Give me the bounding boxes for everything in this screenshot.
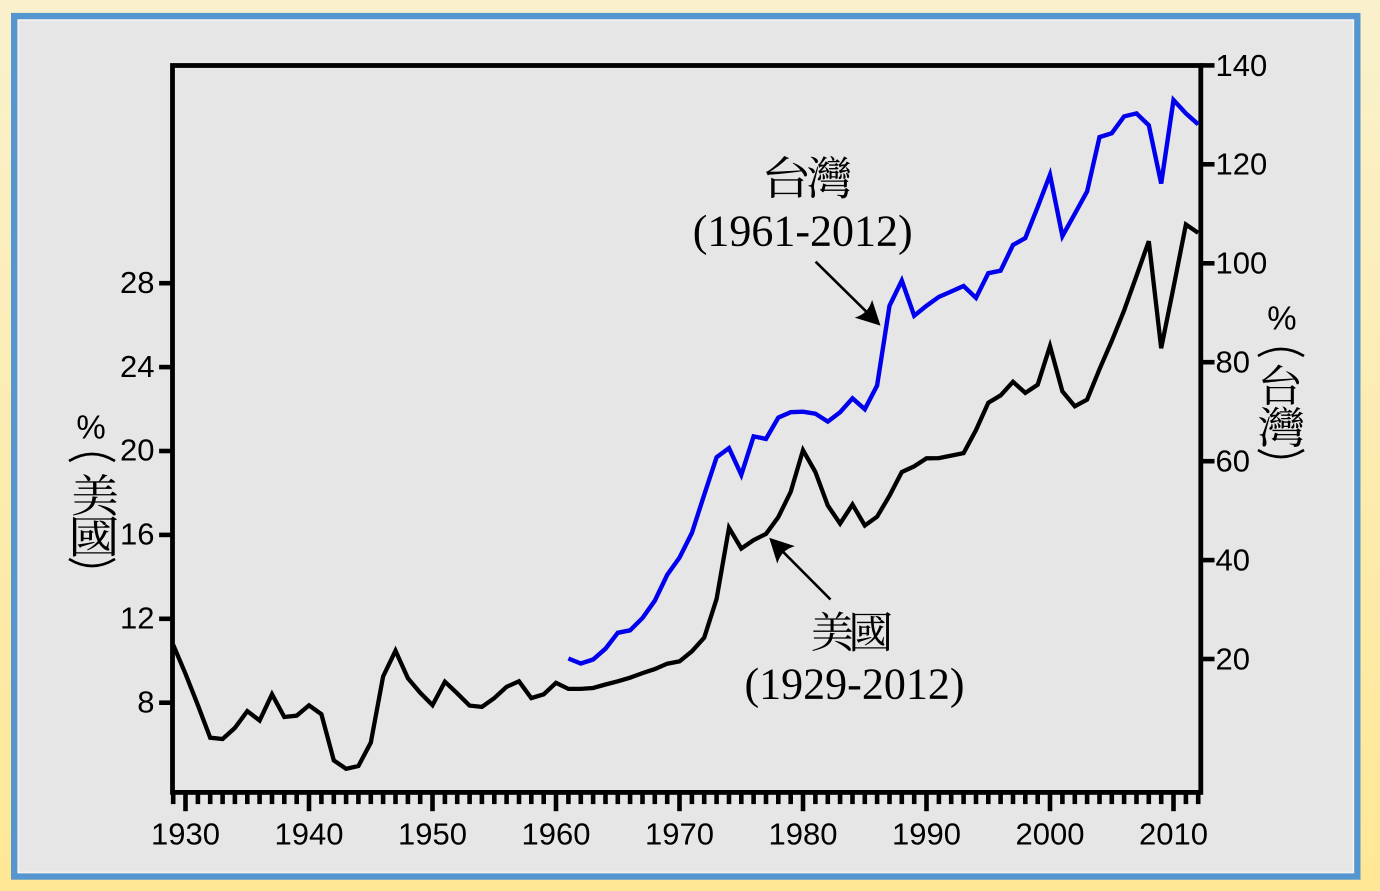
svg-text:28: 28 <box>120 265 154 300</box>
svg-text:80: 80 <box>1216 345 1250 380</box>
svg-text:1930: 1930 <box>151 817 220 852</box>
svg-text:1990: 1990 <box>892 817 961 852</box>
svg-text:40: 40 <box>1216 543 1250 578</box>
svg-text:1980: 1980 <box>769 817 838 852</box>
svg-text:2000: 2000 <box>1016 817 1085 852</box>
svg-text:%: % <box>76 409 105 446</box>
svg-text:24: 24 <box>120 349 154 384</box>
svg-text:20: 20 <box>120 433 154 468</box>
svg-text:120: 120 <box>1216 147 1268 182</box>
svg-text:12: 12 <box>120 601 154 636</box>
svg-text:140: 140 <box>1216 48 1268 83</box>
svg-text:8: 8 <box>137 684 154 719</box>
svg-text:(1929-2012): (1929-2012) <box>745 660 965 709</box>
svg-text:(1961-2012): (1961-2012) <box>693 207 913 256</box>
svg-text:%: % <box>1267 299 1296 336</box>
svg-text:1950: 1950 <box>398 817 467 852</box>
svg-text:1970: 1970 <box>645 817 714 852</box>
svg-text:20: 20 <box>1216 641 1250 676</box>
svg-text:60: 60 <box>1216 444 1250 479</box>
svg-text:16: 16 <box>120 517 154 552</box>
svg-text:1960: 1960 <box>522 817 591 852</box>
svg-text:100: 100 <box>1216 246 1268 281</box>
svg-text:2010: 2010 <box>1139 817 1208 852</box>
svg-text:1940: 1940 <box>275 817 344 852</box>
